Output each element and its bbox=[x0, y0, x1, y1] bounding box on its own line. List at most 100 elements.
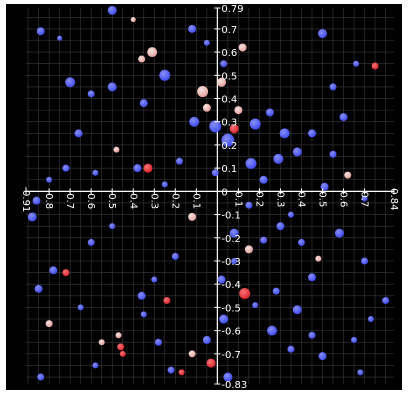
data-point bbox=[287, 345, 295, 353]
data-point bbox=[163, 296, 171, 304]
data-point bbox=[252, 302, 259, 309]
data-point bbox=[203, 39, 210, 46]
data-point bbox=[176, 157, 184, 165]
y-tick-label: 0.5 bbox=[221, 71, 237, 82]
data-point bbox=[292, 305, 302, 315]
y-tick-label: 0.2 bbox=[221, 141, 237, 152]
data-point bbox=[74, 129, 83, 138]
data-point bbox=[217, 275, 226, 284]
data-point bbox=[329, 83, 337, 91]
y-tick-label: -0.4 bbox=[221, 280, 241, 291]
x-tick-label: 0.1 bbox=[232, 191, 243, 207]
plot-background bbox=[6, 4, 402, 390]
data-point bbox=[273, 153, 284, 164]
y-tick-label: 0.1 bbox=[221, 164, 237, 175]
x-tick-label: 0.4 bbox=[295, 191, 306, 207]
data-point bbox=[117, 343, 125, 351]
data-point bbox=[217, 77, 227, 87]
y-tick-label: 0.4 bbox=[221, 95, 237, 106]
x-tick-label: -0.1 bbox=[190, 190, 201, 210]
x-tick-label: 0.5 bbox=[317, 191, 328, 207]
data-point bbox=[382, 296, 390, 304]
data-point bbox=[138, 55, 146, 63]
data-point bbox=[49, 266, 58, 275]
data-point bbox=[188, 24, 197, 33]
data-point bbox=[46, 176, 53, 183]
x-tick-label: -0.7 bbox=[64, 190, 75, 210]
data-point bbox=[107, 82, 117, 92]
data-point bbox=[57, 35, 63, 41]
data-point bbox=[249, 118, 261, 130]
data-point bbox=[178, 369, 185, 376]
data-point bbox=[320, 182, 329, 191]
data-point bbox=[98, 339, 105, 346]
data-point bbox=[361, 195, 368, 202]
data-point bbox=[276, 222, 285, 231]
data-point bbox=[229, 124, 239, 134]
data-point bbox=[260, 236, 268, 244]
data-point bbox=[344, 171, 352, 179]
x-tick-label: -0.5 bbox=[106, 190, 117, 210]
x-tick-label: 0.2 bbox=[253, 191, 264, 207]
data-point bbox=[245, 158, 257, 170]
data-point bbox=[231, 257, 238, 264]
data-point bbox=[259, 175, 268, 184]
data-point bbox=[234, 106, 243, 115]
data-point bbox=[143, 163, 153, 173]
data-point bbox=[206, 358, 216, 368]
y-tick-label: -0.2 bbox=[221, 234, 241, 245]
data-point bbox=[77, 304, 84, 311]
x-tick-label: -0.2 bbox=[169, 190, 180, 210]
y-tick-label: -0.5 bbox=[221, 303, 241, 314]
x-tick-label: -0.4 bbox=[127, 190, 138, 210]
data-point bbox=[167, 366, 175, 374]
data-point bbox=[351, 336, 358, 343]
data-point bbox=[159, 69, 171, 81]
data-point bbox=[65, 77, 76, 88]
data-point bbox=[287, 211, 294, 218]
data-point bbox=[279, 128, 290, 139]
data-point bbox=[308, 331, 316, 339]
scatter-chart: -0.91 -0.8 -0.7 -0.6 -0.5 -0.4 -0.3 -0.2 -0.1 0.1… bbox=[6, 4, 402, 390]
data-point bbox=[245, 201, 253, 209]
data-point bbox=[318, 29, 328, 39]
data-point bbox=[115, 332, 122, 339]
data-point bbox=[188, 212, 197, 221]
data-point bbox=[209, 120, 222, 133]
data-point bbox=[339, 113, 348, 122]
y-tick-label: -0.7 bbox=[221, 350, 241, 361]
data-point bbox=[87, 238, 95, 246]
data-point bbox=[45, 320, 53, 328]
data-point bbox=[171, 252, 179, 260]
data-point bbox=[307, 129, 316, 138]
data-point bbox=[151, 276, 158, 283]
data-point bbox=[307, 273, 316, 282]
x-tick-label: -0.6 bbox=[85, 190, 96, 210]
data-point bbox=[367, 316, 374, 323]
data-point bbox=[244, 245, 253, 254]
data-point bbox=[221, 133, 235, 147]
data-point bbox=[292, 147, 302, 157]
data-point bbox=[92, 362, 99, 369]
data-point bbox=[161, 181, 168, 188]
data-point bbox=[188, 350, 196, 358]
data-point bbox=[371, 62, 379, 70]
data-point bbox=[238, 43, 247, 52]
x-tick-label: -0.3 bbox=[148, 190, 159, 210]
data-point bbox=[329, 150, 337, 158]
y-tick-label: -0.1 bbox=[221, 211, 241, 222]
y-tick-label: 0.7 bbox=[221, 25, 237, 36]
data-point bbox=[334, 228, 344, 238]
data-point bbox=[267, 325, 278, 336]
data-point bbox=[137, 291, 146, 300]
data-point bbox=[220, 60, 228, 68]
data-point bbox=[197, 86, 209, 98]
data-point bbox=[107, 5, 117, 15]
data-point bbox=[318, 352, 327, 361]
data-point bbox=[357, 369, 364, 376]
data-point bbox=[32, 196, 41, 205]
x-tick-label: 0.3 bbox=[274, 191, 285, 207]
data-point bbox=[219, 314, 229, 324]
data-point bbox=[265, 108, 274, 117]
data-point bbox=[36, 27, 45, 36]
